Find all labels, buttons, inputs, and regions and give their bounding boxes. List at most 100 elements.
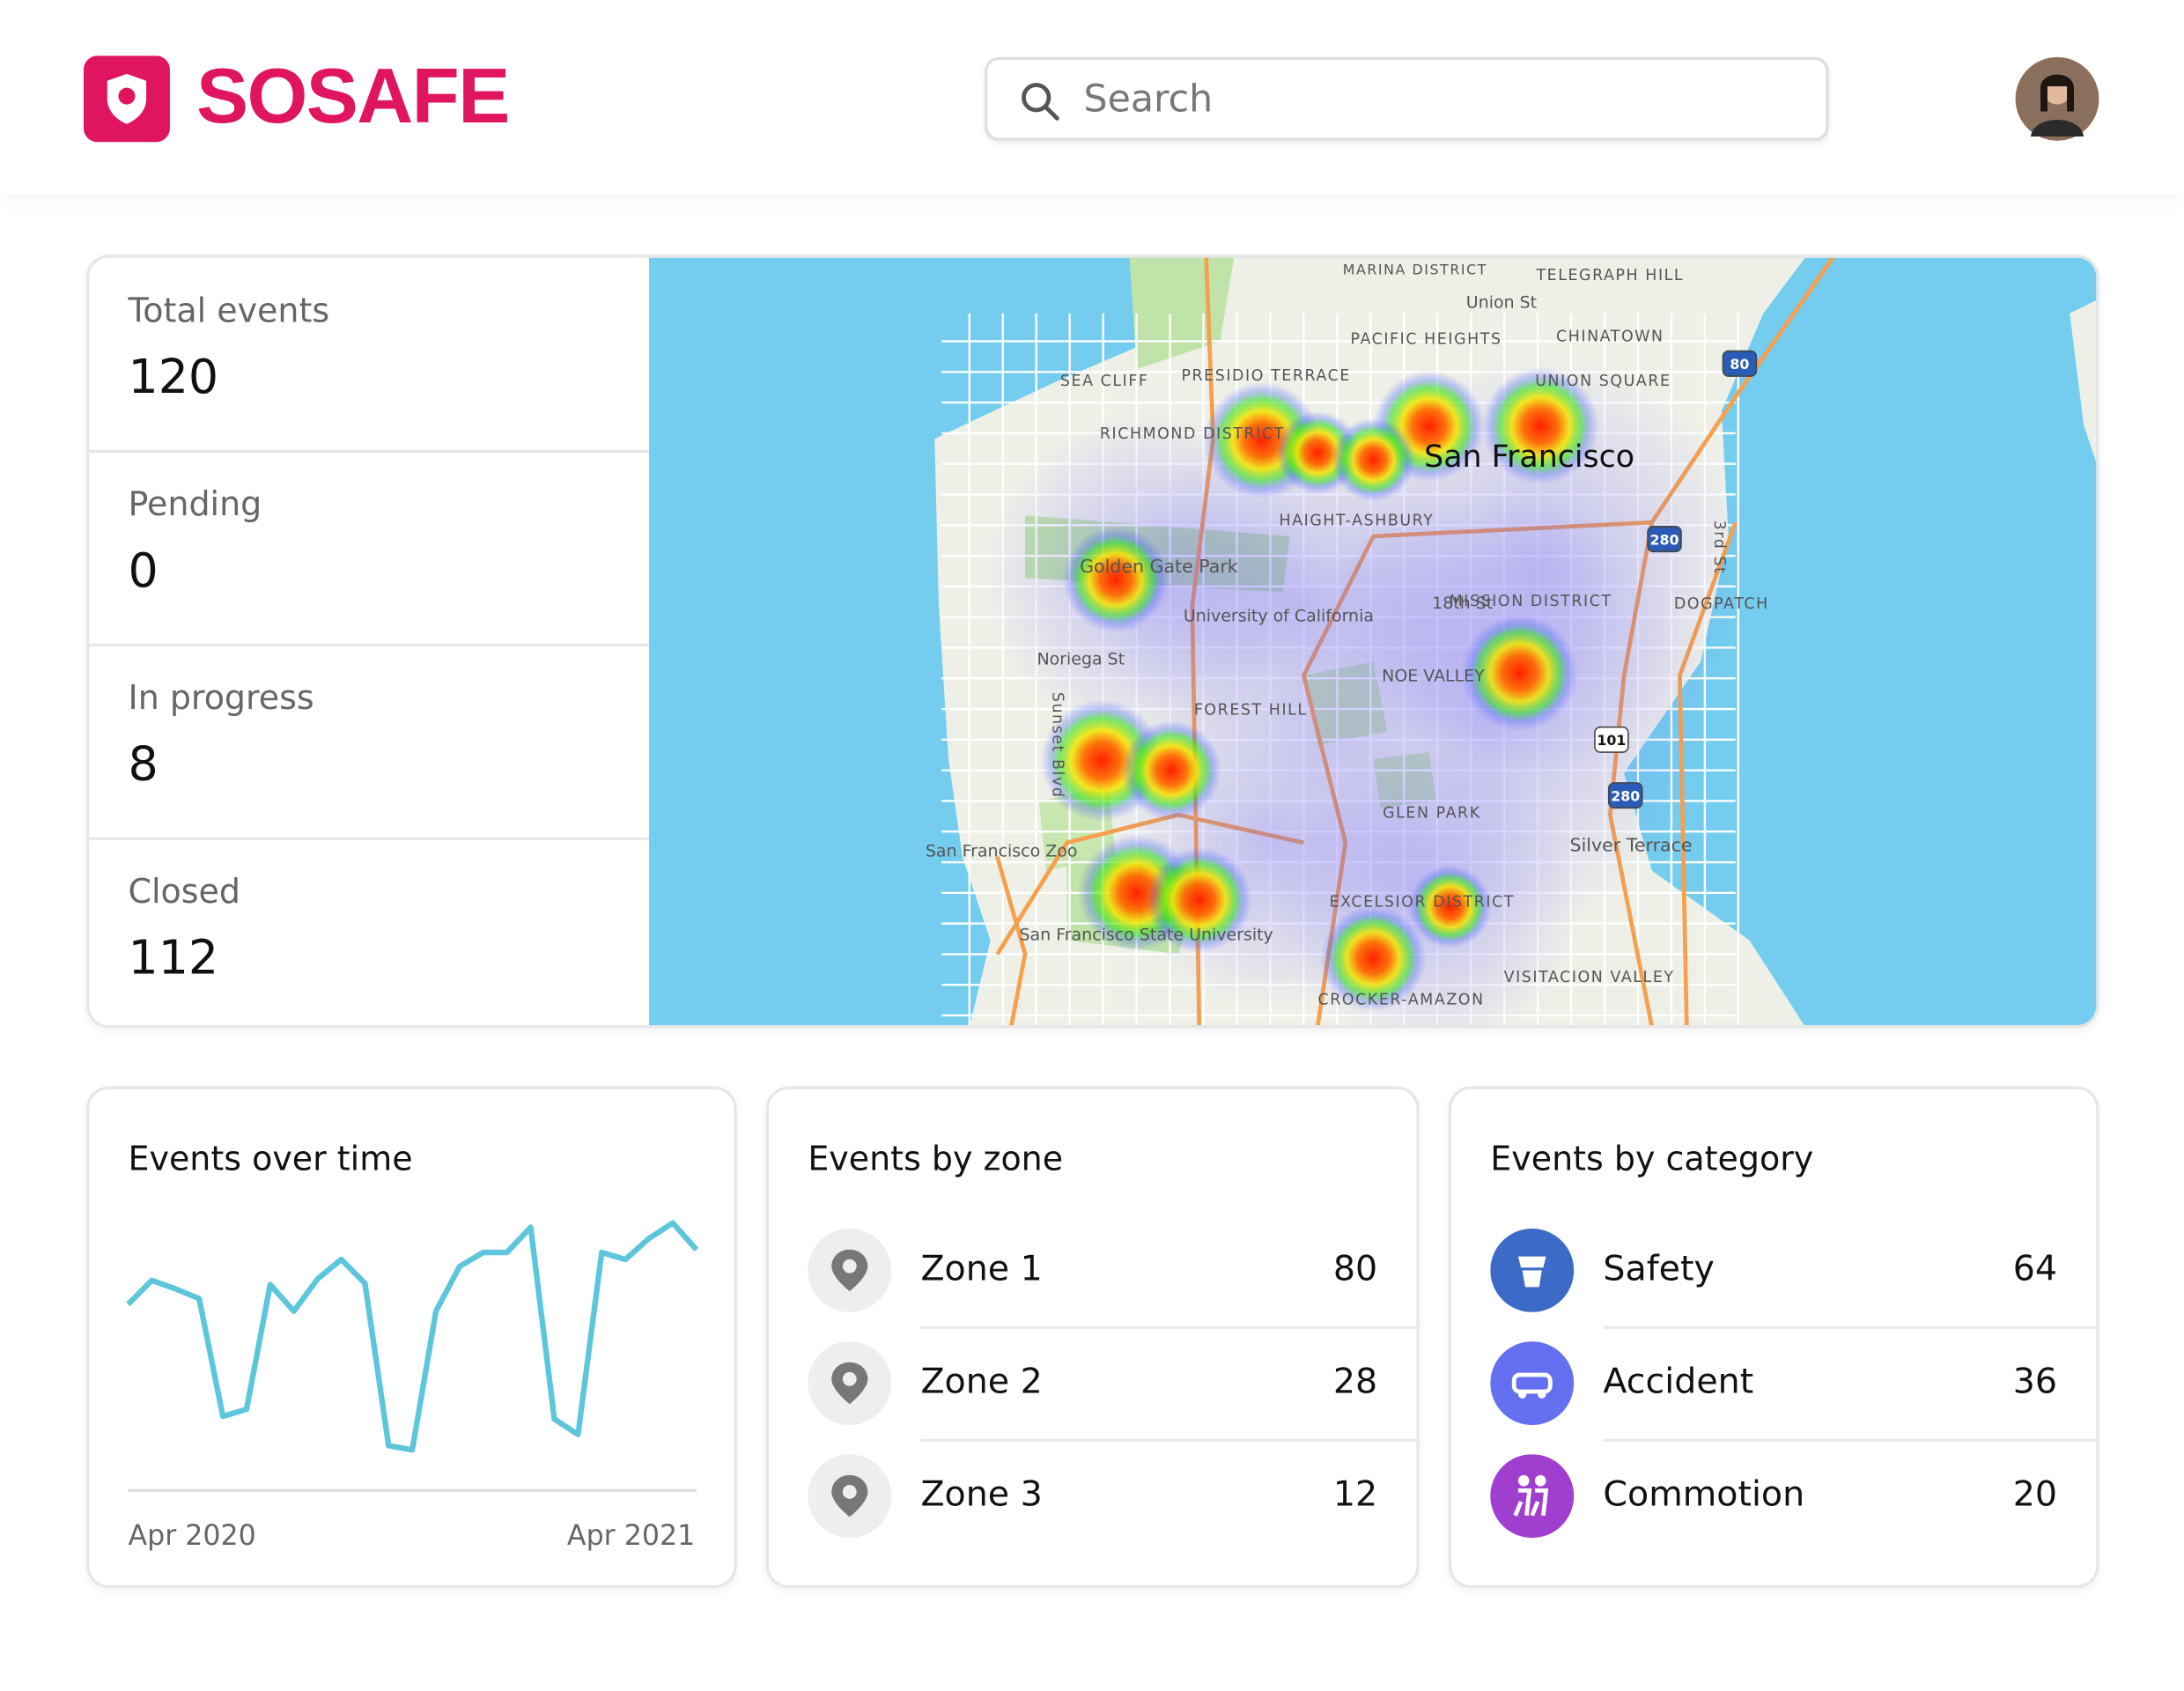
item-name: Accident [1603,1361,1754,1402]
stat-value: 120 [128,349,219,406]
pin-icon [808,1228,892,1312]
route-number: 280 [1650,531,1679,548]
map-label: MISSION DISTRICT [1450,593,1612,610]
heat-spot [1146,846,1252,953]
overview-card: MARINA DISTRICT Union St TELEGRAPH HILL PAC… [86,255,2099,1029]
map-label: Noriega St [1037,649,1125,668]
heat-spot [1481,367,1599,485]
item-name: Zone 2 [920,1361,1043,1402]
map-label: PACIFIC HEIGHTS [1351,331,1502,349]
item-value: 64 [2012,1248,2058,1289]
sparkline-chart [126,1220,699,1492]
route-number: 101 [1597,732,1626,749]
divider [1603,1438,2097,1442]
divider [89,837,650,840]
pin-icon [808,1341,892,1425]
stat-item: In progress 8 [89,645,649,838]
item-value: 28 [1332,1361,1378,1402]
map-label: 18th St [1432,594,1493,613]
brand-name: SOSAFE [196,51,510,140]
map-label: University of California [1184,606,1374,625]
heat-spot [1332,417,1415,502]
item-value: 80 [1332,1248,1378,1289]
stat-item: Pending 0 [89,451,649,645]
route-shield [1594,726,1629,753]
divider [89,449,650,454]
highway [995,856,1028,1026]
map-label: GLEN PARK [1383,804,1481,822]
search-box[interactable]: Search [985,56,1829,141]
item-value: 12 [1332,1473,1378,1515]
heat-spot [1121,720,1222,821]
item-name: Zone 3 [920,1473,1043,1515]
item-icon [808,1228,892,1312]
map-label: 3rd St [1710,521,1728,575]
map-label: NOE VALLEY [1382,666,1485,685]
route-number: 80 [1730,356,1749,373]
map-label: RICHMOND DISTRICT [1100,425,1285,443]
map-label: UNION SQUARE [1535,373,1671,390]
map-label: FOREST HILL [1194,701,1308,719]
stat-value: 112 [128,930,219,986]
heat-spot [1407,865,1492,949]
item-icon [808,1454,892,1539]
stat-value: 0 [128,543,159,600]
map-label: Golden Gate Park [1080,556,1238,577]
map-label: SEA CLIFF [1060,373,1149,390]
route-shield [1722,350,1758,377]
search-placeholder: Search [1083,78,1214,122]
route-shield [1647,526,1682,553]
stat-value: 8 [128,736,159,793]
stat-item: Total events 120 [89,258,649,452]
map-label: CHINATOWN [1556,328,1664,345]
stat-item: Closed 112 [89,838,649,1025]
x-label: Apr 2020 [128,1517,256,1552]
divider [89,643,650,646]
category-icon [1490,1228,1575,1312]
map-label: PRESIDIO TERRACE [1181,367,1350,385]
map-label: EXCELSIOR DISTRICT [1330,894,1515,912]
item-icon [1490,1228,1575,1312]
map-label: TELEGRAPH HILL [1535,267,1684,284]
avatar[interactable] [2014,55,2100,142]
pin-icon [808,1454,892,1539]
map-label: Sunset Blvd [1049,692,1066,799]
route-shield [1607,782,1643,809]
map-label: VISITACION VALLEY [1504,969,1675,986]
map-label: MARINA DISTRICT [1343,262,1487,278]
item-icon [808,1341,892,1425]
category-icon [1490,1454,1575,1539]
search-icon [1022,83,1059,121]
heat-spot [1320,905,1427,1012]
card-title: Events by zone [808,1139,1064,1179]
land [2070,299,2097,463]
map-label: Silver Terrace [1570,834,1693,855]
map-label: CROCKER-AMAZON [1318,991,1485,1008]
divider [920,1438,1417,1442]
events-by-category-card: Events by category Safety 64 Accident 36 Com… [1448,1086,2099,1589]
divider [1603,1325,2097,1329]
header: SOSAFE Search [0,0,2184,194]
stat-label: Closed [128,872,241,912]
item-value: 36 [2012,1361,2058,1402]
item-name: Safety [1603,1248,1715,1289]
item-value: 20 [2012,1473,2058,1515]
card-title: Events over time [128,1139,413,1179]
item-icon [1490,1454,1575,1539]
map-label: San Francisco [1424,439,1634,475]
heat-map[interactable]: MARINA DISTRICT Union St TELEGRAPH HILL PAC… [649,257,2098,1027]
map-label: Union St [1466,293,1537,313]
item-name: Commotion [1603,1473,1805,1515]
stat-label: Total events [128,291,330,330]
heat-spot [1461,614,1578,732]
category-icon [1490,1341,1575,1425]
divider [920,1325,1417,1329]
events-by-zone-card: Events by zone Zone 1 80 Zone 2 28 Zone 3 12 [765,1086,1420,1589]
card-title: Events by category [1490,1139,1814,1179]
route-number: 280 [1611,787,1640,804]
stat-label: In progress [128,678,314,718]
heat-spot [1062,526,1169,633]
stat-label: Pending [128,484,262,524]
item-name: Zone 1 [920,1248,1043,1289]
